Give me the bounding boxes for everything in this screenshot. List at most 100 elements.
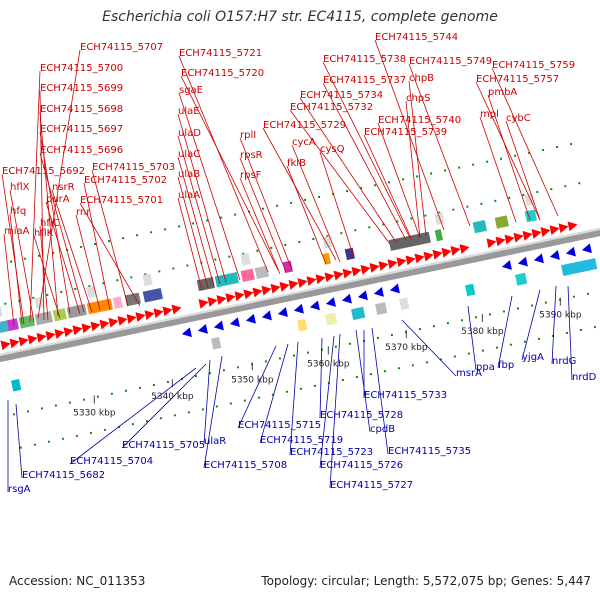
tick-dot bbox=[194, 375, 197, 378]
tick-dot bbox=[376, 336, 379, 339]
forward-gene-label: ECH74115_5738 bbox=[323, 54, 406, 65]
forward-gene-label: ECH74115_5757 bbox=[476, 74, 559, 85]
forward-gene-arrow bbox=[54, 329, 65, 339]
forward-gene-block bbox=[524, 209, 537, 223]
tick-dot bbox=[32, 296, 35, 299]
forward-gene-arrow bbox=[360, 264, 371, 275]
tick-dot bbox=[523, 340, 526, 343]
forward-gene-block-outer bbox=[0, 305, 3, 317]
tick-dot bbox=[222, 369, 225, 372]
reverse-gene-label: ECH74115_5715 bbox=[238, 420, 321, 431]
label-leader-line bbox=[239, 177, 281, 275]
forward-gene-block-outer bbox=[86, 285, 97, 298]
forward-gene-block bbox=[6, 318, 19, 332]
tick-dot bbox=[530, 304, 533, 307]
tick-dot bbox=[355, 376, 358, 379]
label-leader-line bbox=[521, 289, 541, 361]
tick-dot bbox=[578, 182, 581, 185]
label-leader-line bbox=[299, 97, 397, 243]
tick-dot bbox=[26, 410, 29, 413]
tick-dot bbox=[396, 220, 399, 223]
forward-gene-arrow bbox=[108, 317, 119, 328]
tick-dot bbox=[570, 143, 573, 146]
reverse-gene-arrow bbox=[213, 320, 224, 331]
forward-gene-label: ECH74115_5737 bbox=[323, 75, 406, 86]
label-leader-line bbox=[39, 225, 49, 321]
forward-gene-arrow bbox=[306, 276, 317, 287]
label-leader-line bbox=[322, 61, 411, 239]
tick-dot bbox=[228, 255, 231, 258]
tick-dot bbox=[556, 146, 559, 149]
reverse-gene-label: nrdG bbox=[552, 356, 576, 367]
tick-dot bbox=[68, 401, 71, 404]
label-leader-line bbox=[121, 363, 207, 449]
reverse-gene-arrow bbox=[389, 283, 400, 294]
scale-label: 5370 kbp bbox=[385, 343, 428, 353]
label-leader-line bbox=[39, 111, 59, 317]
tick-dot bbox=[593, 326, 596, 329]
reverse-gene-label: ECH74115_5704 bbox=[70, 456, 153, 467]
label-leader-line bbox=[322, 82, 407, 241]
tick-dot bbox=[480, 202, 483, 205]
forward-gene-label: ECH74115_5692 bbox=[2, 166, 85, 177]
tick-dot bbox=[206, 219, 209, 222]
reverse-gene-label: cpdB bbox=[370, 424, 395, 435]
tick-dot bbox=[257, 396, 260, 399]
tick-dot bbox=[453, 355, 456, 358]
tick-dot bbox=[130, 276, 133, 279]
forward-gene-arrow bbox=[9, 338, 20, 349]
tick-dot bbox=[24, 257, 27, 260]
tick-dot bbox=[586, 292, 589, 295]
forward-gene-label: hfq bbox=[10, 206, 26, 217]
tick-dot bbox=[164, 228, 167, 231]
reverse-gene-label: ECH74115_5705 bbox=[122, 440, 205, 451]
forward-gene-label: ECH74115_5749 bbox=[409, 56, 492, 67]
reverse-gene-arrow bbox=[277, 307, 288, 317]
scale-label: 5330 kbp bbox=[73, 408, 116, 418]
tick-dot bbox=[12, 413, 15, 416]
forward-gene-arrow bbox=[504, 234, 515, 245]
tick-dot bbox=[382, 223, 385, 226]
label-leader-line bbox=[377, 122, 421, 239]
tick-dot bbox=[500, 157, 503, 160]
tick-dot bbox=[438, 211, 441, 214]
forward-gene-label: ECH74115_5729 bbox=[263, 120, 346, 131]
label-leader-line bbox=[259, 343, 289, 444]
forward-gene-label: ulaE bbox=[178, 106, 200, 117]
forward-gene-arrow bbox=[522, 230, 533, 241]
tick-dot bbox=[390, 333, 393, 336]
tick-dot bbox=[452, 208, 455, 211]
tick-dot bbox=[173, 414, 176, 417]
tick-dot bbox=[388, 181, 391, 184]
forward-gene-arrow bbox=[153, 308, 164, 319]
forward-gene-arrow bbox=[270, 283, 281, 294]
tick-dot bbox=[522, 193, 525, 196]
reverse-gene-label: ECH74115_5708 bbox=[204, 460, 287, 471]
tick-dot bbox=[187, 411, 190, 414]
tick-dot bbox=[369, 373, 372, 376]
tick-dot bbox=[402, 178, 405, 181]
forward-gene-block-outer bbox=[524, 193, 535, 207]
tick-dot bbox=[418, 328, 421, 331]
tick-dot bbox=[346, 190, 349, 193]
forward-gene-arrow bbox=[72, 325, 83, 336]
reverse-gene-arrow bbox=[501, 260, 512, 270]
forward-gene-label: ECH74115_5740 bbox=[378, 115, 461, 126]
tick-dot bbox=[564, 185, 567, 188]
forward-gene-label: ECH74115_5744 bbox=[375, 32, 458, 43]
forward-gene-arrow bbox=[513, 232, 524, 243]
tick-dot bbox=[262, 207, 265, 210]
tick-dot bbox=[124, 389, 127, 392]
forward-gene-block bbox=[52, 308, 67, 322]
label-leader-line bbox=[487, 94, 531, 221]
forward-gene-arrow bbox=[369, 263, 380, 273]
tick-dot bbox=[33, 443, 36, 446]
tick-dot bbox=[326, 235, 329, 238]
reverse-gene-block bbox=[351, 306, 366, 321]
tick-dot bbox=[4, 302, 7, 305]
label-leader-line bbox=[39, 131, 71, 315]
tick-dot bbox=[374, 184, 377, 187]
scale-label: 5390 kbp bbox=[539, 311, 582, 321]
label-leader-line bbox=[69, 367, 197, 465]
forward-gene-label: ECH74115_5721 bbox=[179, 48, 262, 59]
